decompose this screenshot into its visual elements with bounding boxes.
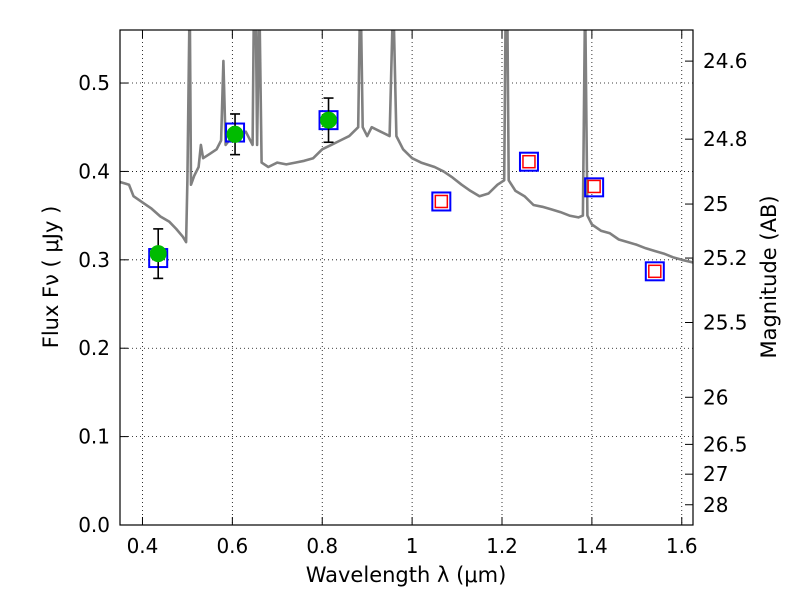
- grid-lines: [120, 30, 693, 526]
- x-tick-label: 1.2: [486, 534, 518, 558]
- y-tick-label: 0.1: [78, 425, 110, 449]
- non-detection-box: [522, 154, 536, 169]
- x-tick-label: 1: [406, 534, 419, 558]
- right-tick-label: 27: [703, 462, 728, 486]
- right-tick-label: 25: [703, 192, 728, 216]
- non-detection-box: [587, 179, 601, 194]
- template-layer: [120, 30, 693, 264]
- right-tick-label: 26.5: [703, 432, 748, 456]
- right-tick-label: 28: [703, 493, 728, 517]
- tick-labels: 0.4 0.6 0.8 1 1.2 1.4 1.6 0.0 0.1 0.2 0.3 0.4 0.5 24.…: [78, 49, 747, 558]
- right-tick-label: 26: [703, 385, 728, 409]
- template-spectrum-line: [120, 30, 693, 264]
- plot-frame: [119, 29, 694, 526]
- observed-point: [320, 111, 338, 129]
- observed-point: [149, 245, 167, 263]
- y-tick-label: 0.5: [78, 71, 110, 95]
- model-flux-box: [644, 261, 665, 282]
- x-tick-label: 1.4: [576, 534, 608, 558]
- x-axis-title: Wavelength λ (μm): [306, 563, 507, 587]
- right-tick-label: 24.8: [703, 127, 748, 151]
- right-tick-label: 24.6: [703, 49, 748, 73]
- y-tick-label: 0.2: [78, 336, 110, 360]
- y-axis-title: Flux Fν ( μJy ): [39, 206, 63, 349]
- x-tick-label: 0.8: [306, 534, 338, 558]
- non-detection-box: [434, 194, 449, 209]
- right-tick-label: 25.2: [703, 246, 748, 270]
- tick-marks: [120, 30, 693, 526]
- non-detection-box: [648, 264, 662, 279]
- model-flux-box: [518, 151, 539, 172]
- observed-point: [226, 125, 244, 143]
- x-tick-label: 1.6: [666, 534, 698, 558]
- x-tick-label: 0.4: [127, 534, 159, 558]
- model-flux-box: [584, 177, 605, 198]
- y-tick-label: 0.4: [78, 159, 110, 183]
- right-axis-title: Magnitude (AB): [757, 195, 781, 358]
- right-tick-label: 25.5: [703, 310, 748, 334]
- marker-layer: [148, 97, 665, 282]
- y-tick-label: 0.3: [78, 248, 110, 272]
- y-tick-label: 0.0: [78, 513, 110, 537]
- model-flux-box: [431, 191, 452, 212]
- x-tick-label: 0.6: [216, 534, 248, 558]
